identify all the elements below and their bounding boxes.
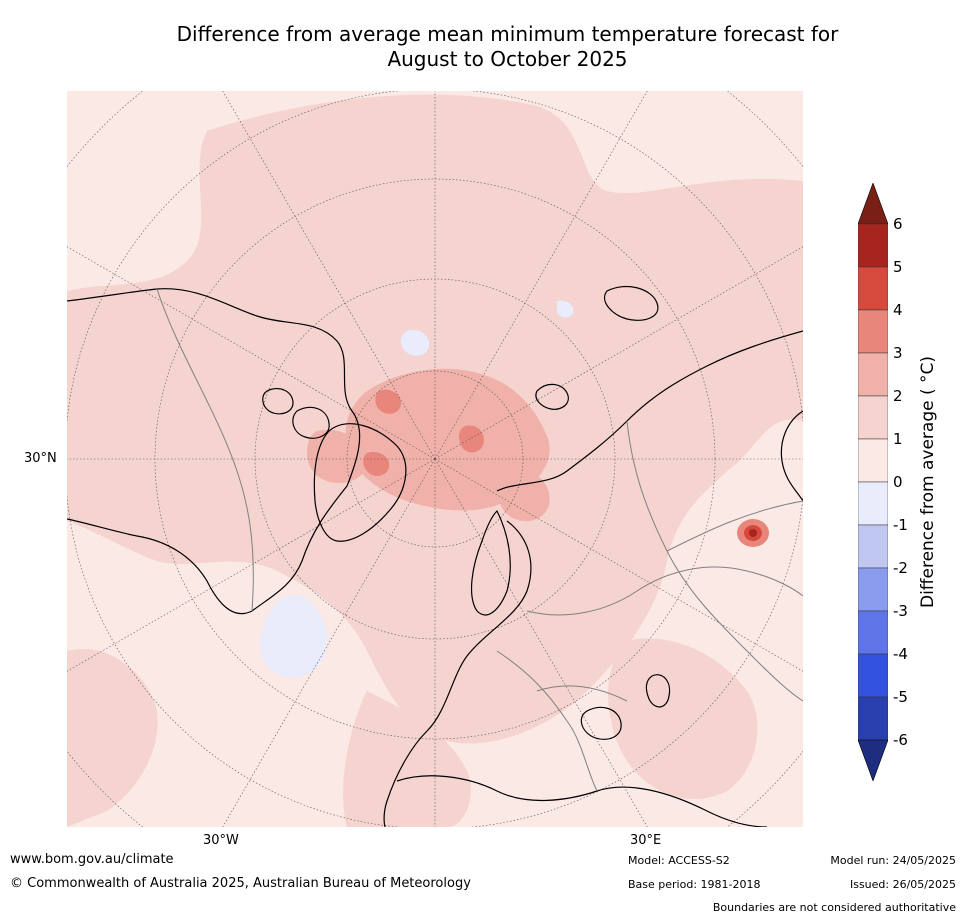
colorbar-segment bbox=[858, 352, 888, 397]
colorbar-segment bbox=[858, 395, 888, 440]
footer-model: Model: ACCESS-S2 bbox=[628, 854, 730, 867]
colorbar-tick-label: -3 bbox=[893, 602, 908, 620]
colorbar-tick-label: 1 bbox=[893, 430, 903, 448]
colorbar bbox=[858, 183, 888, 781]
colorbar-tick-label: 5 bbox=[893, 258, 903, 276]
title-line-2: August to October 2025 bbox=[387, 47, 628, 71]
colorbar-tick-label: 4 bbox=[893, 301, 903, 319]
colorbar-segment bbox=[858, 438, 888, 483]
forecast-map bbox=[67, 91, 803, 827]
colorbar-tick-label: -4 bbox=[893, 645, 908, 663]
colorbar-tick-label: -5 bbox=[893, 688, 908, 706]
footer-url: www.bom.gov.au/climate bbox=[10, 852, 174, 867]
colorbar-segment bbox=[858, 610, 888, 655]
footer-model-run: Model run: 24/05/2025 bbox=[830, 854, 956, 867]
colorbar-tick-label: 2 bbox=[893, 387, 903, 405]
coastlines bbox=[67, 286, 803, 827]
lon-label-30w: 30°W bbox=[203, 833, 239, 848]
map-svg bbox=[67, 91, 803, 827]
colorbar-extend-high bbox=[858, 183, 888, 225]
cool-anomaly-regions bbox=[260, 300, 574, 678]
longitude-gridlines bbox=[67, 91, 803, 827]
title-line-1: Difference from average mean minimum tem… bbox=[176, 22, 839, 46]
footer-issued: Issued: 26/05/2025 bbox=[849, 878, 956, 891]
footer-copyright: © Commonwealth of Australia 2025, Austra… bbox=[10, 876, 471, 891]
political-borders bbox=[156, 288, 803, 792]
colorbar-segment bbox=[858, 309, 888, 354]
colorbar-tick-label: -2 bbox=[893, 559, 908, 577]
colorbar-tick-label: 6 bbox=[893, 215, 903, 233]
colorbar-segment bbox=[858, 567, 888, 612]
colorbar-label: Difference from average ( °C) bbox=[918, 355, 938, 609]
chart-title: Difference from average mean minimum tem… bbox=[60, 22, 955, 72]
lon-label-30e: 30°E bbox=[630, 833, 662, 848]
colorbar-tick-label: -6 bbox=[893, 731, 908, 749]
colorbar-segment bbox=[858, 223, 888, 268]
colorbar-tick-label: 0 bbox=[893, 473, 903, 491]
colorbar-extend-low bbox=[858, 739, 888, 781]
lat-label-30n: 30°N bbox=[24, 451, 57, 466]
colorbar-tick-label: 3 bbox=[893, 344, 903, 362]
footer-disclaimer: Boundaries are not considered authoritat… bbox=[712, 901, 956, 914]
colorbar-segment bbox=[858, 524, 888, 569]
footer-base-period: Base period: 1981-2018 bbox=[628, 878, 761, 891]
anomaly-band-3-4 bbox=[363, 389, 484, 476]
colorbar-tick-label: -1 bbox=[893, 516, 908, 534]
colorbar-segment bbox=[858, 696, 888, 741]
central-asia-hotspot bbox=[737, 519, 769, 547]
colorbar-segment bbox=[858, 653, 888, 698]
colorbar-segment bbox=[858, 266, 888, 311]
colorbar-segment bbox=[858, 481, 888, 526]
